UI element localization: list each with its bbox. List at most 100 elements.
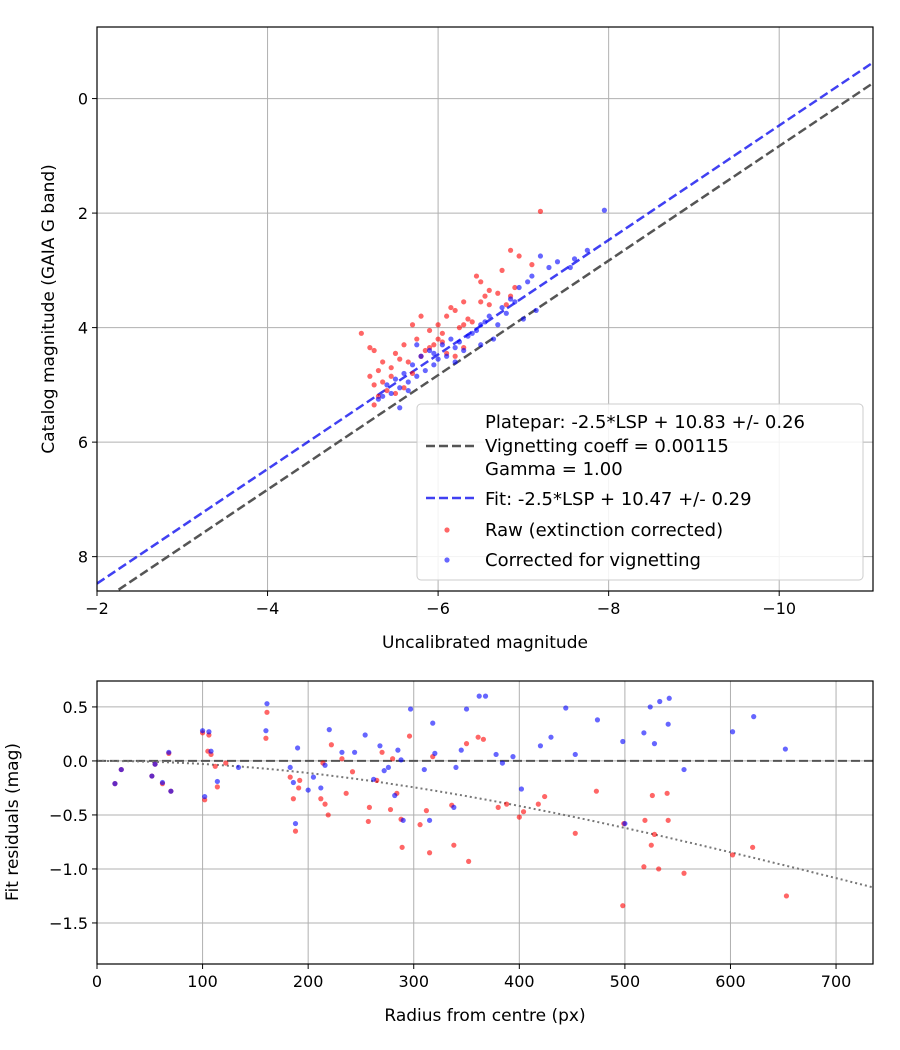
data-point (499, 267, 505, 273)
data-point (292, 820, 299, 827)
data-point (367, 345, 373, 351)
data-point (414, 336, 420, 342)
data-point (375, 367, 382, 374)
data-point (159, 779, 166, 786)
top-y-axis-label: Catalog magnitude (GAIA G band) (39, 164, 59, 454)
data-point (642, 817, 648, 823)
data-point (503, 310, 509, 316)
data-point (571, 256, 578, 262)
data-point (377, 743, 383, 749)
data-point (503, 302, 509, 308)
raw-series (112, 709, 790, 909)
y-tick-label: 2 (78, 204, 88, 223)
data-point (112, 781, 118, 787)
data-point (202, 793, 208, 800)
data-point (512, 284, 518, 291)
data-point (657, 698, 663, 705)
data-point (463, 706, 470, 712)
top-x-ticks: −2 −4 −6 −8 −10 (85, 591, 796, 618)
data-point (405, 359, 411, 365)
y-tick-label: −1.0 (49, 860, 88, 879)
top-data-points (358, 207, 607, 411)
data-point (430, 720, 436, 726)
data-point (380, 379, 386, 385)
data-point (426, 850, 433, 856)
y-tick-label: 6 (78, 433, 88, 452)
legend-corrected-label: Corrected for vignetting (485, 550, 701, 571)
x-tick-label: 400 (504, 972, 535, 991)
data-point (518, 786, 525, 792)
data-point (387, 806, 394, 813)
data-point (318, 796, 324, 802)
data-point (458, 747, 464, 753)
legend-platepar-label: Platepar: -2.5*LSP + 10.83 +/- 0.26 (485, 412, 805, 433)
data-point (529, 273, 535, 279)
data-point (401, 342, 407, 348)
data-point (388, 373, 394, 379)
raw-series (358, 208, 544, 408)
data-point (444, 353, 450, 359)
data-point (529, 262, 535, 268)
data-point (478, 342, 484, 348)
x-tick-label: 500 (610, 972, 641, 991)
x-tick-label: 700 (821, 972, 852, 991)
x-tick-label: −8 (597, 599, 621, 618)
x-tick-label: 100 (187, 972, 218, 991)
data-point (520, 316, 526, 322)
data-point (452, 353, 458, 359)
data-point (453, 764, 459, 771)
data-point (448, 304, 454, 311)
data-point (310, 774, 317, 780)
data-point (405, 387, 411, 394)
x-tick-label: −2 (85, 599, 109, 618)
top-axes-frame (96, 26, 874, 592)
data-point (435, 356, 441, 362)
data-point (504, 801, 510, 807)
data-point (422, 347, 428, 354)
data-point (782, 746, 788, 752)
data-point (287, 764, 293, 771)
data-point (380, 393, 386, 399)
data-point (493, 751, 499, 758)
x-tick-label: 600 (715, 972, 746, 991)
data-point (567, 264, 573, 271)
data-point (223, 760, 229, 766)
data-point (405, 379, 411, 385)
data-point (326, 727, 332, 733)
data-point (486, 287, 492, 293)
data-point (418, 353, 424, 359)
data-point (384, 387, 390, 394)
bottom-x-ticks: 0 100 200 300 400 500 600 700 (92, 964, 851, 991)
x-tick-label: −4 (256, 599, 280, 618)
data-point (264, 709, 270, 715)
data-point (476, 693, 482, 699)
data-point (651, 741, 658, 747)
data-point (290, 796, 296, 802)
data-point (478, 279, 484, 285)
data-point (375, 396, 382, 402)
data-point (664, 790, 670, 796)
data-point (469, 319, 475, 325)
data-point (414, 373, 420, 379)
data-point (486, 313, 492, 319)
data-point (482, 319, 488, 325)
data-point (118, 766, 124, 773)
data-point (572, 751, 578, 758)
data-point (473, 273, 480, 279)
data-point (451, 842, 457, 848)
data-point (292, 828, 299, 834)
data-point (392, 376, 399, 382)
x-tick-label: 300 (398, 972, 429, 991)
data-point (318, 785, 324, 791)
data-point (516, 284, 522, 291)
data-point (535, 801, 541, 807)
data-point (495, 804, 501, 810)
bottom-y-axis-label: Fit residuals (mag) (3, 743, 23, 901)
data-point (620, 903, 626, 909)
data-point (397, 405, 403, 411)
data-point (418, 313, 424, 319)
data-point (647, 704, 653, 710)
data-point (297, 777, 303, 783)
data-point (371, 776, 377, 782)
data-point (431, 362, 437, 368)
